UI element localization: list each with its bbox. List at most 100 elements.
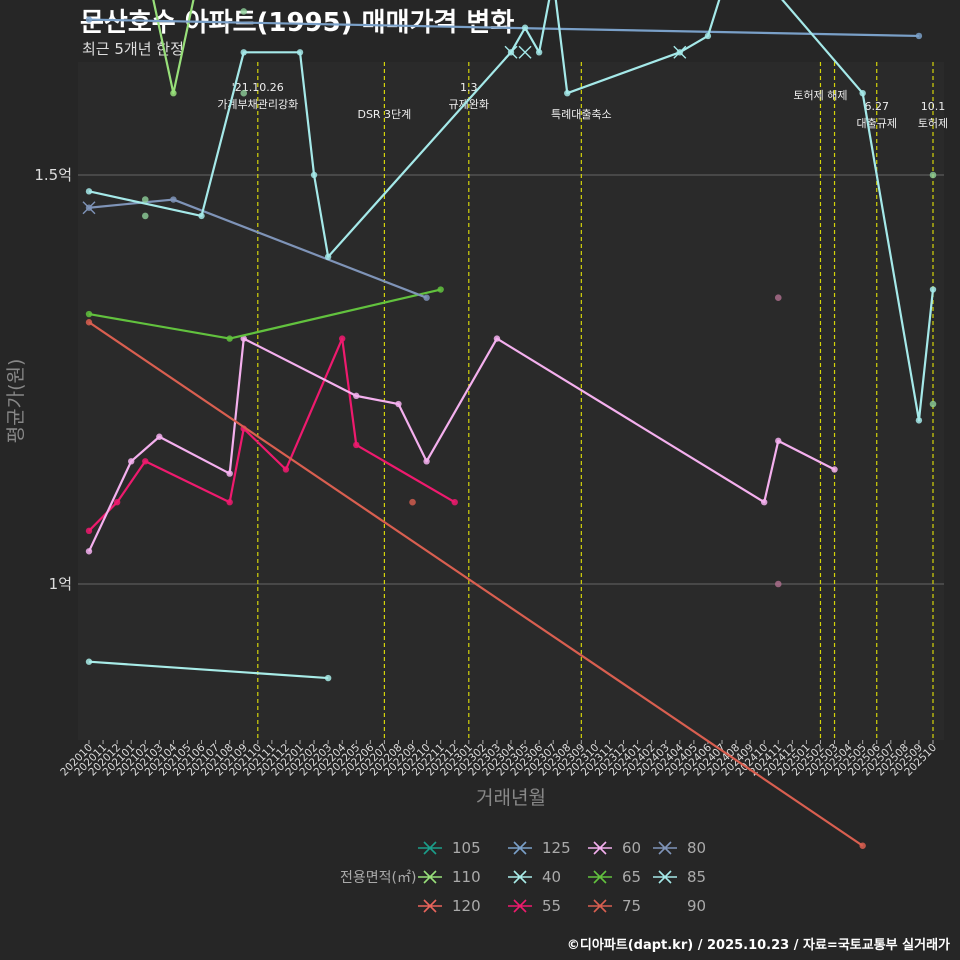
data-point-55 (353, 441, 360, 449)
legend-key-60 (588, 841, 612, 855)
y-axis-title: 평균가(원) (5, 359, 27, 444)
legend-label-110: 110 (452, 868, 481, 886)
data-point-125 (85, 16, 93, 23)
data-point-85 (564, 90, 571, 97)
legend-key-65 (588, 870, 612, 884)
data-point-85 (296, 49, 304, 56)
event-label: DSR 3단계 (357, 108, 411, 121)
event-label: '21.10.26 (232, 81, 284, 94)
legend-key-110 (418, 870, 442, 884)
data-point-75 (85, 319, 93, 326)
event-label: 토허제 (918, 117, 948, 130)
data-point-60 (423, 458, 430, 465)
series-line-110 (152, 0, 195, 95)
scatter-point (774, 580, 782, 588)
scatter-point (929, 400, 937, 408)
legend-label-90: 90 (687, 897, 706, 915)
data-point-55 (85, 527, 93, 535)
data-point-110 (170, 90, 177, 97)
data-point-60 (831, 466, 838, 473)
data-point-80 (423, 294, 430, 301)
legend-label-60: 60 (622, 839, 641, 857)
legend-label-85: 85 (687, 868, 706, 886)
data-point-40 (85, 658, 93, 665)
data-point-60 (85, 548, 93, 555)
scatter-point (409, 498, 416, 506)
data-point-85 (859, 90, 866, 97)
data-point-55 (142, 458, 149, 465)
legend-label-80: 80 (687, 839, 706, 857)
event-label: 10.1 (921, 100, 946, 113)
data-point-60 (493, 335, 501, 342)
data-point-65 (85, 310, 93, 318)
data-point-85 (85, 188, 93, 195)
legend-key-85 (653, 870, 677, 884)
event-label: 토허제 해제 (793, 88, 847, 102)
cross-marker (518, 45, 532, 59)
data-point-55 (282, 466, 290, 473)
legend-key-75 (588, 899, 612, 913)
chart-subtitle: 최근 5개년 한정 (82, 40, 184, 58)
cross-marker (82, 201, 96, 215)
legend-label-65: 65 (622, 868, 641, 886)
data-point-85 (521, 24, 529, 31)
data-point-60 (156, 433, 163, 440)
data-point-55 (226, 499, 233, 506)
legend-label-120: 120 (452, 897, 481, 915)
data-point-60 (353, 392, 360, 400)
event-label: 규제완화 (449, 98, 489, 111)
legend-label-75: 75 (622, 897, 641, 915)
data-point-40 (324, 674, 332, 682)
scatter-point (774, 294, 782, 302)
data-point-60 (240, 335, 247, 342)
series-line-40 (88, 660, 329, 680)
scatter-point (240, 8, 248, 15)
legend-key-80 (653, 841, 677, 855)
legend-label-105: 105 (452, 839, 481, 857)
scatter-point (141, 212, 149, 220)
data-point-55 (113, 499, 121, 506)
legend-key-40 (508, 870, 532, 884)
cross-marker (504, 45, 518, 59)
data-point-60 (775, 437, 782, 445)
legend-key-55 (508, 899, 532, 913)
plot-panel (78, 62, 944, 740)
data-point-85 (929, 286, 937, 293)
legend-key-120 (418, 899, 442, 913)
series-line-75 (88, 321, 864, 847)
data-point-85 (198, 212, 205, 220)
event-label: 가계부채관리강화 (217, 98, 298, 111)
legend-label-40: 40 (542, 868, 561, 886)
x-axis-title: 거래년월 (476, 787, 546, 809)
cross-marker (673, 45, 687, 59)
data-point-55 (339, 335, 346, 342)
data-point-60 (128, 458, 135, 465)
data-point-85 (915, 417, 923, 424)
data-point-85 (240, 49, 247, 56)
data-point-85 (535, 49, 543, 56)
event-label: 대출규제 (856, 117, 896, 130)
legend-key-105 (418, 841, 442, 855)
legend-title: 전용면적(㎡) (340, 870, 416, 886)
data-point-80 (170, 196, 177, 203)
y-tick-label: 1.5억 (34, 166, 72, 184)
data-point-65 (437, 286, 444, 293)
data-point-75 (859, 842, 866, 849)
data-point-55 (451, 499, 458, 506)
data-point-60 (226, 470, 233, 477)
data-point-85 (310, 171, 318, 179)
scatter-point (141, 196, 149, 203)
series-line-125 (88, 18, 919, 38)
data-point-65 (226, 335, 233, 342)
event-label: 6.27 (864, 100, 889, 113)
scatter-point (240, 89, 248, 97)
legend-key-125 (508, 841, 532, 855)
legend-label-55: 55 (542, 897, 561, 915)
series-line-60 (88, 337, 836, 552)
scatter-point (929, 171, 937, 179)
data-point-125 (915, 32, 923, 40)
event-label: 특례대출축소 (551, 108, 612, 121)
source-caption: ©디아파트(dapt.kr) / 2025.10.23 / 자료=국토교통부 실… (566, 938, 950, 953)
data-point-85 (324, 253, 332, 260)
